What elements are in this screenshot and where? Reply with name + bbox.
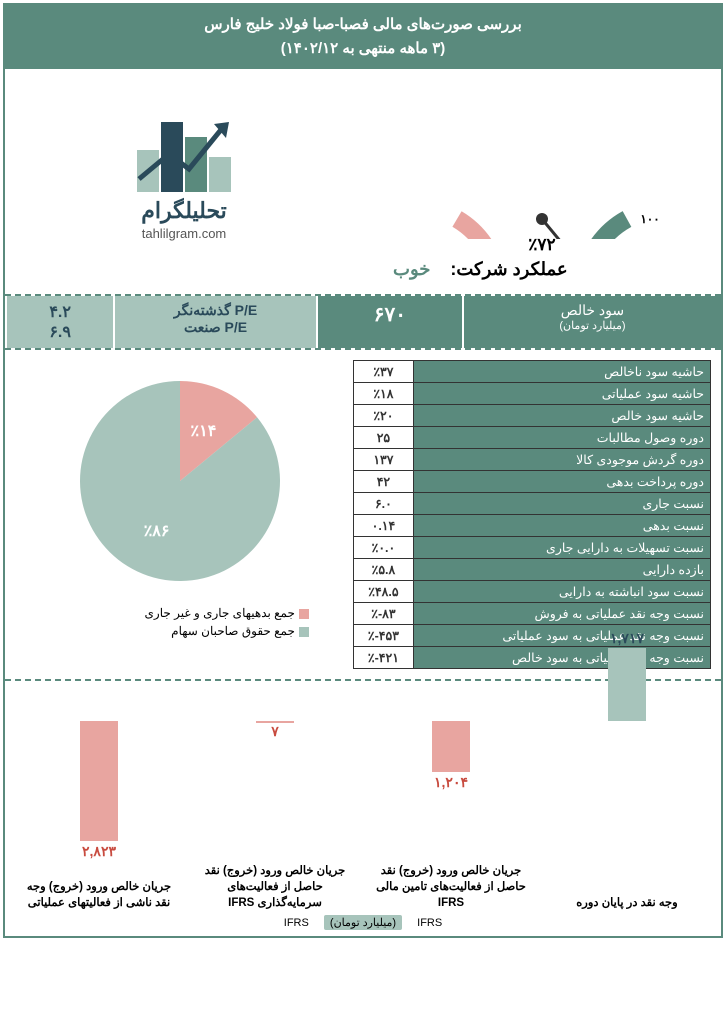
metric-label: نسبت وجه نقد عملیاتی به سود خالص <box>413 647 710 669</box>
metric-value: ٪۳۷ <box>353 361 413 383</box>
cashflow-label: جریان خالص ورود (خروج) وجه نقد ناشی از ف… <box>18 879 180 911</box>
logo-panel: تحلیلگرام tahlilgram.com <box>5 69 363 294</box>
metric-label: حاشیه سود ناخالص <box>413 361 710 383</box>
metric-label: دوره وصول مطالبات <box>413 427 710 449</box>
cashflow-column: ۷ جریان خالص ورود (خروج) نقد حاصل از فعال… <box>194 691 356 911</box>
pie-legend-2: جمع حقوق صاحبان سهام <box>21 624 309 638</box>
svg-text:۱۰۰: ۱۰۰ <box>640 212 659 226</box>
gauge-chart: ۱۰۲۰۳۰۴۰۵۰۶۰۷۰۸۰۹۰۱۰۰ <box>412 79 672 239</box>
metric-value: ۲۵ <box>353 427 413 449</box>
gauge-label-row: عملکرد شرکت: خوب <box>373 255 711 284</box>
metric-label: نسبت وجه نقد عملیاتی به سود عملیاتی <box>413 625 710 647</box>
gauge-panel: ۱۰۲۰۳۰۴۰۵۰۶۰۷۰۸۰۹۰۱۰۰ ٪۷۲ عملکرد شرکت: خ… <box>363 69 721 294</box>
cashflow-column: ۲,۸۲۳ جریان خالص ورود (خروج) وجه نقد ناشی… <box>18 691 180 911</box>
metric-value: ٪۲۰ <box>353 405 413 427</box>
metric-label: دوره پرداخت بدهی <box>413 471 710 493</box>
footer-ifrs-1: IFRS <box>417 917 442 929</box>
cashflow-bar <box>80 721 118 841</box>
footer-unit: (میلیارد تومان) <box>324 915 402 930</box>
metric-label: حاشیه سود خالص <box>413 405 710 427</box>
profit-value-cell: ۶۷۰ <box>316 296 462 348</box>
cashflow-value: ۲,۸۲۳ <box>82 843 116 860</box>
gauge-label-prefix: عملکرد شرکت: <box>450 259 567 280</box>
cashflow-bar <box>608 648 646 721</box>
pie-legend: جمع بدهیهای جاری و غیر جاری جمع حقوق صاح… <box>21 606 339 638</box>
cashflow-value: ۷ <box>271 723 279 740</box>
metric-label: بازده دارایی <box>413 559 710 581</box>
cashflow-footer: IFRS (میلیارد تومان) IFRS <box>11 915 715 930</box>
pie-legend-1: جمع بدهیهای جاری و غیر جاری <box>21 606 309 620</box>
metric-value: ٪۰.۰ <box>353 537 413 559</box>
cashflow-column: ۱,۷۱۷وجه نقد در پایان دوره <box>546 691 708 911</box>
svg-text:٪۸۶: ٪۸۶ <box>144 523 170 540</box>
metric-value: ٪۵.۸ <box>353 559 413 581</box>
metric-label: نسبت وجه نقد عملیاتی به فروش <box>413 603 710 625</box>
profit-unit: (میلیارد تومان) <box>470 319 715 332</box>
metric-label: نسبت بدهی <box>413 515 710 537</box>
metric-value: ۱۳۷ <box>353 449 413 471</box>
pie-panel: ٪۱۴ ٪۸۶ جمع بدهیهای جاری و غیر جاری جمع ح… <box>11 356 349 673</box>
logo-text: تحلیلگرام <box>141 198 227 224</box>
cashflow-value: ۱,۲۰۴ <box>434 774 468 791</box>
header-line1: بررسی صورت‌های مالی فصبا-صبا فولاد خلیج … <box>9 13 717 37</box>
profit-value: ۶۷۰ <box>324 302 456 327</box>
metric-label: نسبت جاری <box>413 493 710 515</box>
metrics-table-el: حاشیه سود ناخالص٪۳۷حاشیه سود عملیاتی٪۱۸ح… <box>353 360 711 669</box>
metric-label: دوره گردش موجودی کالا <box>413 449 710 471</box>
metric-value: ۰.۱۴ <box>353 515 413 537</box>
metric-value: ٪-۸۳ <box>353 603 413 625</box>
cashflow-label: جریان خالص ورود (خروج) نقد حاصل از فعالی… <box>194 863 356 911</box>
metric-label: حاشیه سود عملیاتی <box>413 383 710 405</box>
metric-label: نسبت تسهیلات به دارایی جاری <box>413 537 710 559</box>
metric-value: ٪۴۸.۵ <box>353 581 413 603</box>
metric-value: ۶.۰ <box>353 493 413 515</box>
svg-text:٪۱۴: ٪۱۴ <box>190 423 216 440</box>
top-section: ۱۰۲۰۳۰۴۰۵۰۶۰۷۰۸۰۹۰۱۰۰ ٪۷۲ عملکرد شرکت: خ… <box>5 69 721 296</box>
header-line2: (۳ ماهه منتهی به ۱۴۰۲/۱۲) <box>9 37 717 61</box>
logo-bars-icon <box>137 122 231 192</box>
gauge-label-value: خوب <box>393 259 430 280</box>
cashflow-value: ۱,۷۱۷ <box>610 630 644 647</box>
cashflow-label: وجه نقد در پایان دوره <box>546 895 708 911</box>
metric-value: ٪-۴۲۱ <box>353 647 413 669</box>
footer-ifrs-2: IFRS <box>284 917 309 929</box>
pe-trailing-label-cell: P/E گذشته‌نگرP/E صنعت <box>113 296 316 348</box>
pe-row: سود خالص (میلیارد تومان) ۶۷۰ P/E گذشته‌ن… <box>5 296 721 350</box>
cashflow-section: ۱,۷۱۷وجه نقد در پایان دوره ۱,۲۰۴ جریان خال… <box>5 681 721 936</box>
metric-value: ٪۱۸ <box>353 383 413 405</box>
cashflow-chart: ۱,۷۱۷وجه نقد در پایان دوره ۱,۲۰۴ جریان خال… <box>11 691 715 911</box>
cashflow-label: جریان خالص ورود (خروج) نقد حاصل از فعالی… <box>370 863 532 911</box>
metric-label: نسبت سود انباشته به دارایی <box>413 581 710 603</box>
cashflow-column: ۱,۲۰۴ جریان خالص ورود (خروج) نقد حاصل از … <box>370 691 532 911</box>
metrics-table: حاشیه سود ناخالص٪۳۷حاشیه سود عملیاتی٪۱۸ح… <box>349 356 715 673</box>
metric-value: ٪-۴۵۳ <box>353 625 413 647</box>
pe-trailing-value-cell: ۴.۲۶.۹ <box>5 296 113 348</box>
report-container: بررسی صورت‌های مالی فصبا-صبا فولاد خلیج … <box>3 3 723 938</box>
logo-url: tahlilgram.com <box>142 226 227 241</box>
report-header: بررسی صورت‌های مالی فصبا-صبا فولاد خلیج … <box>5 5 721 69</box>
profit-label: سود خالص <box>470 302 715 319</box>
profit-cell: سود خالص (میلیارد تومان) <box>462 296 721 348</box>
cashflow-bar <box>432 721 470 772</box>
pie-chart: ٪۱۴ ٪۸۶ <box>65 366 295 596</box>
metric-value: ۴۲ <box>353 471 413 493</box>
